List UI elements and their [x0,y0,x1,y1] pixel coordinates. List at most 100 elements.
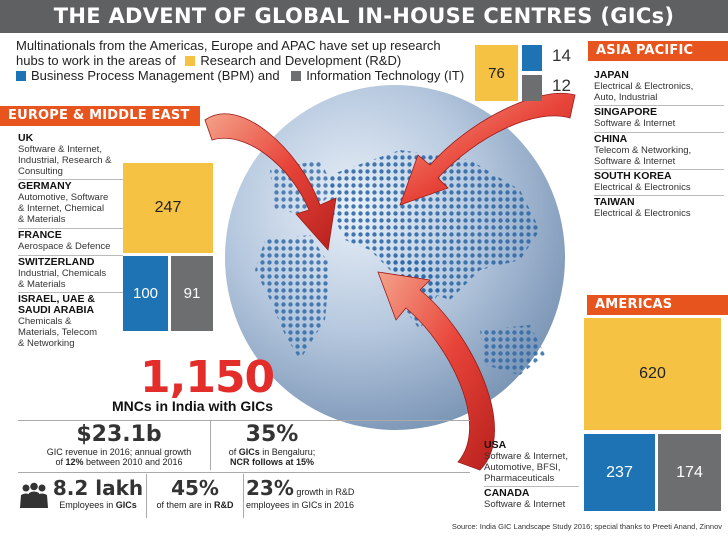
legend-it-swatch [291,71,302,81]
asia-landmass [330,150,540,300]
asia-bpm-value: 14 [552,46,571,65]
country-germany: GERMANY Automotive, Software & Internet,… [18,180,128,226]
stat-emphasis: 12% [65,457,84,467]
stats-divider [146,474,147,518]
stat-value-line: 23% growth in R&D [246,476,370,500]
asia-rd-value: 76 [475,45,518,101]
country-desc: Software & Internet [594,118,676,129]
intro-line-1: Multinationals from the Americas, Europe… [16,38,441,53]
country-singapore: SINGAPORE Software & Internet [594,107,726,130]
divider [594,195,724,196]
country-name: GERMANY [18,180,72,192]
country-israel-uae-saudi: ISRAEL, UAE & SAUDI ARABIA Chemicals & M… [18,293,128,350]
stat-desc: growth in R&D [293,487,355,497]
country-desc: Electrical & Electronics, [594,81,694,92]
headline-value: 1,150 [140,352,275,403]
stat-text: Employees in [59,500,116,510]
divider [594,105,724,106]
stat-text: of [55,457,66,467]
stat-text: of [228,447,239,457]
africa-landmass [255,235,330,360]
country-desc: Industrial, Research & [18,155,112,166]
country-desc: Automotive, BFSI, [484,462,561,473]
country-desc: Industrial, Chemicals [18,268,107,279]
intro-line-2: hubs to work in the areas of Research an… [16,53,456,68]
country-desc: & Internet, Chemical [18,203,105,214]
stats-divider [210,420,211,470]
legend-rd-swatch [185,56,196,66]
source-note: Source: India GIC Landscape Study 2016; … [451,522,722,531]
stat-rd-share: 45% of them are in R&D [148,476,242,510]
stat-emphasis: R&D [214,500,234,510]
australia-landmass [480,325,545,375]
country-uk: UK Software & Internet, Industrial, Rese… [18,132,128,178]
stat-desc: GIC revenue in 2016; annual growth [46,447,192,457]
country-name: CANADA [484,487,530,499]
divider [594,169,724,170]
americas-bpm-value: 237 [584,434,655,511]
stat-emphasis: NCR follows at 15% [229,457,314,467]
legend-bpm-swatch [16,71,26,81]
stats-divider [243,474,244,518]
intro-line-3: Business Process Management (BPM) and In… [16,68,464,83]
stat-bengaluru: 35% of GICs in Bengaluru; NCR follows at… [212,422,332,467]
country-desc: Consulting [18,166,63,177]
country-desc: Electrical & Electronics [594,208,691,219]
country-france: FRANCE Aerospace & Defence [18,229,128,253]
page-title: THE ADVENT OF GLOBAL IN-HOUSE CENTRES (G… [0,0,728,33]
stat-value: 8.2 lakh [52,476,144,500]
country-name: FRANCE [18,229,62,241]
country-china: CHINA Telecom & Networking, Software & I… [594,133,726,168]
stat-employees: 8.2 lakh Employees in GICs [52,476,144,510]
divider [484,486,579,487]
region-heading-europe: EUROPE & MIDDLE EAST [0,106,200,126]
country-name: TAIWAN [594,196,635,208]
stat-value: 45% [171,476,219,500]
intro-text: Multinationals from the Americas, Europe… [16,38,464,83]
stat-desc: of GICs in Bengaluru; [212,447,332,457]
country-name: UK [18,132,34,144]
country-desc: Materials, Telecom [18,327,98,338]
asia-bpm-swatch [522,45,542,71]
country-desc: Software & Internet, [18,144,102,155]
stat-revenue: $23.1b GIC revenue in 2016; annual growt… [30,422,208,467]
stat-desc-2: of 12% between 2010 and 2016 [30,457,208,467]
country-name: ISRAEL, UAE & [18,293,96,305]
people-group-icon [20,482,48,508]
americas-rd-value: 620 [584,318,721,430]
country-desc: Electrical & Electronics [594,182,691,193]
stat-emphasis: GICs [115,500,137,510]
stats-divider-top [18,420,470,421]
europe-curved-arrow-icon [204,113,337,251]
stats-divider-middle [18,472,470,473]
stat-text: in Bengaluru; [259,447,316,457]
country-name: JAPAN [594,69,629,81]
region-heading-asia: ASIA PACIFIC [588,41,728,61]
divider [18,228,123,229]
country-name: CHINA [594,133,628,145]
country-name: USA [484,439,507,451]
country-desc: & Materials [18,214,66,225]
europe-it-value: 91 [171,256,213,331]
country-name: SWITZERLAND [18,256,95,268]
divider [18,179,123,180]
divider [18,292,123,293]
divider [594,132,724,133]
country-desc: Auto, Industrial [594,92,658,103]
legend-bpm-label: Business Process Management (BPM) and [31,68,280,83]
stat-desc-2: employees in GICs in 2016 [246,500,355,510]
country-south-korea: SOUTH KOREA Electrical & Electronics [594,171,726,194]
stat-desc: Employees in GICs [52,500,144,510]
asia-it-value: 12 [552,76,571,95]
country-desc: Chemicals & [18,316,72,327]
asia-it-swatch [522,75,542,101]
country-desc: & Networking [18,338,75,349]
stat-desc: of them are in R&D [148,500,242,510]
americas-curved-arrow-icon [377,271,495,471]
country-desc: & Materials [18,279,66,290]
stat-value: 23% [246,476,294,500]
country-desc: Software & Internet, [484,451,568,462]
stat-desc-2: NCR follows at 15% [212,457,332,467]
headline-label: MNCs in India with GICs [112,398,274,414]
